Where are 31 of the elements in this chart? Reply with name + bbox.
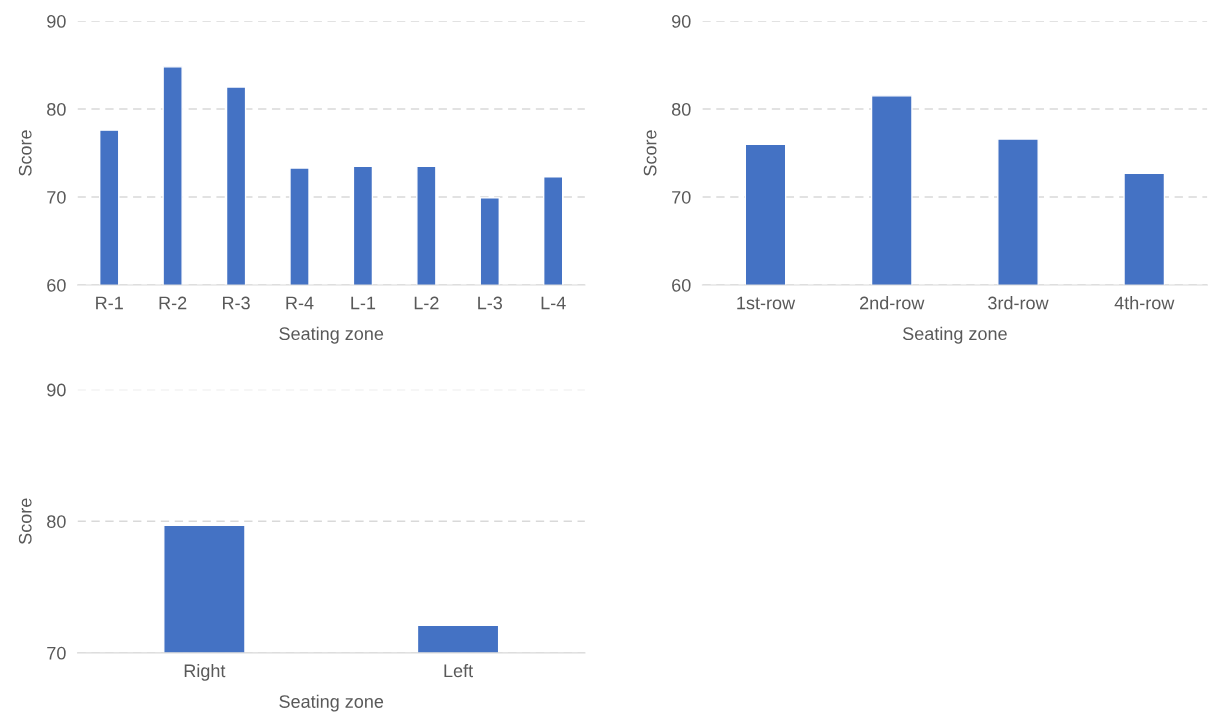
- y-axis-title: Score: [643, 130, 657, 176]
- x-tick-label: 4th-row: [1114, 296, 1175, 310]
- x-tick-label: L-3: [478, 296, 503, 310]
- x-tick-label: R-1: [96, 296, 123, 310]
- x-tick-label: L-2: [414, 296, 439, 310]
- y-tick-label: 80: [671, 102, 691, 116]
- x-axis-title: Seating zone: [279, 326, 384, 344]
- x-axis-title: Seating zone: [279, 694, 384, 712]
- y-axis-title: Score: [18, 130, 32, 176]
- x-tick-label: 3rd-row: [988, 296, 1049, 310]
- x-tick-label: Left: [444, 663, 473, 678]
- x-tick-label: R-4: [286, 296, 314, 310]
- x-tick-label: Right: [184, 663, 226, 681]
- y-axis-title: Score: [18, 498, 32, 545]
- x-tick-label: 1st-row: [737, 296, 796, 310]
- y-tick-label: 60: [672, 278, 691, 292]
- x-tick-label: R-2: [159, 296, 187, 310]
- y-tick-label: 90: [47, 15, 66, 28]
- y-tick-label: 70: [672, 190, 691, 204]
- y-tick-label: 90: [672, 15, 691, 28]
- y-tick-label: 80: [47, 515, 66, 528]
- x-tick-label: R-3: [223, 296, 250, 310]
- y-tick-label: 80: [47, 102, 66, 116]
- y-tick-label: 70: [47, 190, 66, 204]
- y-tick-label: 70: [47, 646, 66, 660]
- x-tick-label: 2nd-row: [860, 296, 925, 310]
- x-axis-title: Seating zone: [902, 326, 1007, 344]
- x-tick-label: L-4: [541, 296, 566, 310]
- y-tick-label: 90: [47, 383, 66, 397]
- y-tick-label: 60: [47, 278, 66, 292]
- x-tick-label: L-1: [351, 296, 376, 310]
